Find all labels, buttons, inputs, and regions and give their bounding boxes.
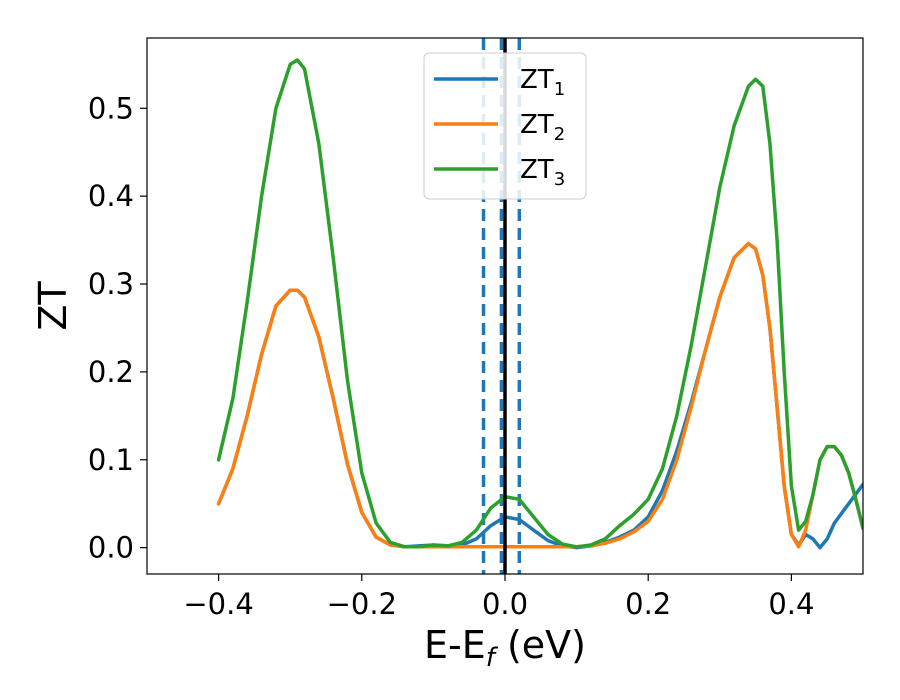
x-tick-label: 0.2 [625, 587, 671, 621]
x-tick-label: −0.4 [183, 587, 253, 621]
y-tick-label: 0.5 [88, 91, 134, 125]
legend-label-zt1: ZT1 [520, 65, 565, 100]
legend-label-zt2: ZT2 [520, 110, 565, 145]
x-axis-label: E-Ef (eV) [424, 623, 586, 673]
legend-label-zt3: ZT3 [520, 155, 565, 190]
legend: ZT1 ZT2 ZT3 [423, 52, 587, 200]
y-tick-label: 0.3 [88, 267, 134, 301]
series-line-zt2 [216, 241, 863, 549]
x-tick-label: 0.4 [768, 587, 814, 621]
x-tick-label: −0.2 [327, 587, 397, 621]
series-line-zt3 [216, 58, 863, 549]
y-tick-label: 0.1 [88, 443, 134, 477]
axis-ticks: −0.4 −0.2 0.0 0.2 0.4 0.0 0.1 0.2 0.3 0.4 0.5 [88, 91, 815, 621]
y-axis-label: ZT [31, 281, 75, 331]
x-tick-label: 0.0 [482, 587, 528, 621]
y-tick-label: 0.4 [88, 179, 134, 213]
y-tick-label: 0.0 [88, 531, 134, 565]
legend-box [423, 52, 587, 200]
y-tick-label: 0.2 [88, 355, 134, 389]
